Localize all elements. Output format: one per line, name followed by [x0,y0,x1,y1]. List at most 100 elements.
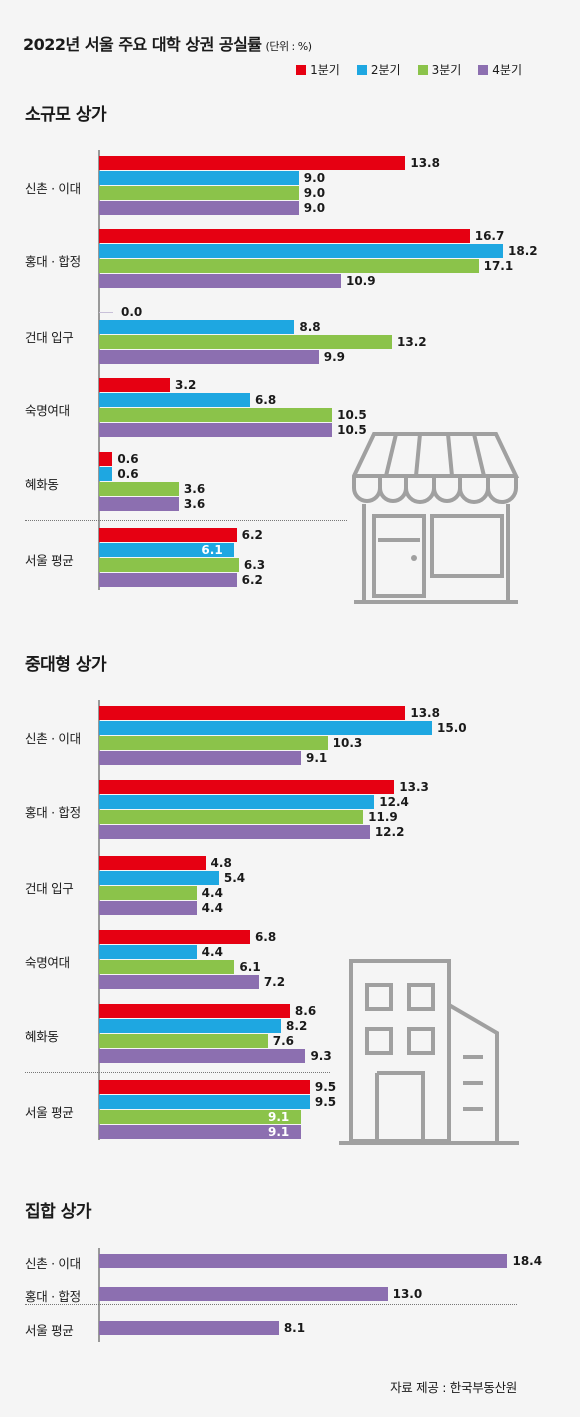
bar [99,543,235,557]
value-label: 6.3 [243,558,266,572]
divider [25,1304,517,1305]
divider [25,1072,330,1073]
section-title: 중대형 상가 [25,655,107,675]
bar [99,975,259,989]
bar [99,886,197,900]
bar [99,856,206,870]
bar [99,393,250,407]
bar [99,1095,310,1109]
category-axis [98,1248,100,1342]
value-label: 3.6 [183,482,206,496]
value-label: 17.1 [483,259,514,273]
office-building-icon [339,959,519,1145]
bar [99,408,333,422]
bar [99,558,239,572]
value-label: 6.8 [254,393,277,407]
bar [99,945,197,959]
category-label: 서울 평균 [25,1323,74,1338]
category-label: 홍대 · 합정 [25,254,81,269]
value-label: 9.1 [306,751,328,765]
value-label: 4.8 [210,856,232,870]
value-label: 11.9 [368,810,398,824]
legend-item-q3: 3분기 [417,61,462,78]
value-label: 6.2 [241,573,263,587]
value-label: 8.6 [294,1004,317,1018]
value-label: 13.0 [392,1287,423,1301]
divider [25,520,347,521]
value-label: 4.4 [201,901,223,915]
value-label: 12.4 [379,795,409,809]
bar [99,171,299,185]
bar [99,1034,268,1048]
legend-swatch-q1 [296,64,307,75]
value-label: 6.2 [241,528,263,542]
bar [99,1287,388,1301]
value-label: 18.4 [512,1254,543,1268]
value-label: 4.4 [201,886,223,900]
bar [99,274,341,288]
bar [99,1049,306,1063]
value-label: 8.2 [286,1019,308,1033]
category-label: 혜화동 [25,477,59,492]
bar [99,423,333,437]
category-label: 신촌 · 이대 [25,181,81,196]
unit-label: (단위 : %) [265,40,312,53]
value-label: 0.6 [117,467,139,481]
source-note: 자료 제공 : 한국부동산원 [390,1380,517,1395]
legend-item-q2: 2분기 [356,61,401,78]
legend-swatch-q4 [478,64,489,75]
value-label: 6.1 [201,543,223,557]
bar [99,320,295,334]
category-label: 서울 평균 [25,1105,74,1120]
value-label: 6.1 [239,960,261,974]
value-label: 9.1 [268,1125,290,1139]
bar-zero [99,312,113,313]
bar [99,780,395,794]
category-label: 숙명여대 [25,403,70,418]
value-label: 5.4 [223,871,246,885]
value-label: 13.2 [397,335,427,349]
section-title: 소규모 상가 [25,105,107,125]
category-label: 건대 입구 [25,881,74,896]
value-label: 18.2 [508,244,538,258]
value-label: 15.0 [437,721,467,735]
value-label: 10.5 [337,423,367,437]
bar [99,960,235,974]
value-label: 7.2 [263,975,286,989]
bar [99,1080,310,1094]
category-axis [98,700,100,1140]
value-label: 0.0 [121,305,143,319]
bar [99,497,179,511]
category-label: 신촌 · 이대 [25,731,81,746]
value-label: 16.7 [474,229,505,243]
value-label: 9.5 [314,1095,337,1109]
storefront-icon [352,432,520,604]
legend-label-q1: 1분기 [310,63,340,77]
legend-label-q3: 3분기 [431,63,462,77]
category-axis [98,150,100,590]
value-label: 8.8 [299,320,321,334]
bar [99,350,319,364]
category-label: 홍대 · 합정 [25,1289,81,1304]
value-label: 12.2 [374,825,405,839]
chart-title: 2022년 서울 주요 대학 상권 공실률 (단위 : %) [23,31,312,55]
bar [99,244,504,258]
value-label: 13.3 [399,780,429,794]
bar [99,1019,282,1033]
bar [99,751,302,765]
chart-title-text: 2022년 서울 주요 대학 상권 공실률 [23,35,262,54]
bar [99,335,393,349]
bar [99,795,375,809]
bar [99,1321,279,1335]
category-label: 서울 평균 [25,553,74,568]
section-title: 집합 상가 [25,1202,91,1222]
value-label: 0.6 [117,452,139,466]
bar [99,1004,290,1018]
legend-swatch-q3 [417,64,428,75]
bar [99,871,219,885]
value-label: 9.9 [323,350,346,364]
bar [99,721,432,735]
bar [99,1254,508,1268]
value-label: 9.0 [303,171,326,185]
value-label: 9.3 [310,1049,332,1063]
